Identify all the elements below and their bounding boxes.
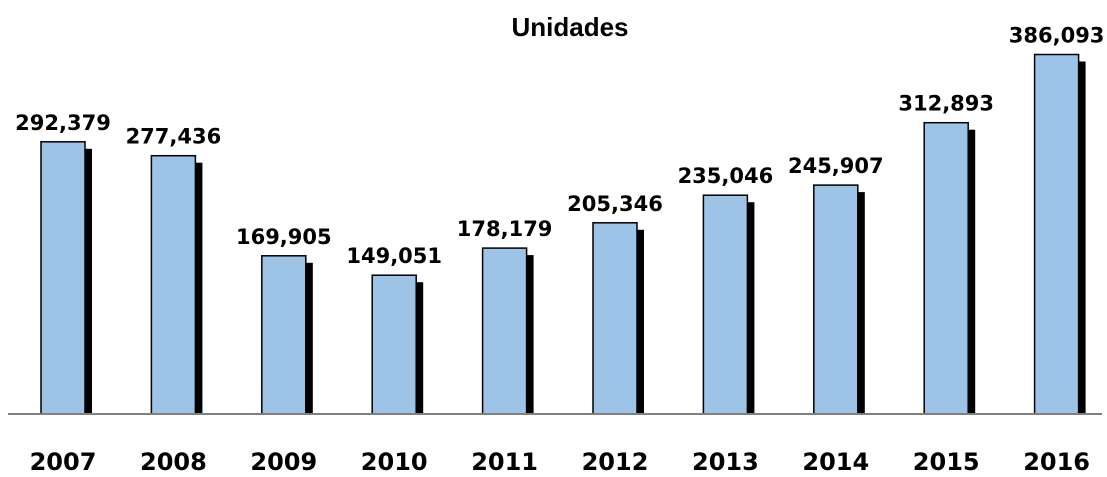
chart-title: Unidades bbox=[511, 12, 628, 42]
bar-2009 bbox=[261, 255, 307, 415]
x-tick-label-2010: 2010 bbox=[361, 448, 428, 476]
x-tick-label-2008: 2008 bbox=[140, 448, 207, 476]
bar-2011 bbox=[481, 247, 528, 415]
data-label-2009: 169,905 bbox=[236, 225, 332, 249]
x-tick-label-2007: 2007 bbox=[30, 448, 97, 476]
bar-2016 bbox=[1033, 53, 1080, 415]
bar-2010 bbox=[371, 274, 417, 415]
bar-2015 bbox=[923, 121, 969, 415]
data-label-2007: 292,379 bbox=[15, 111, 111, 135]
x-tick-label-2012: 2012 bbox=[582, 448, 649, 476]
x-tick-label-2011: 2011 bbox=[471, 448, 538, 476]
x-tick-labels-layer: 2007 2008 2009 2010 2011 2012 2013 2014 2015 2016 bbox=[30, 448, 1090, 476]
x-tick-label-2009: 2009 bbox=[250, 448, 317, 476]
data-label-2010: 149,051 bbox=[346, 244, 442, 268]
x-tick-label-2014: 2014 bbox=[802, 448, 869, 476]
data-label-2015: 312,893 bbox=[898, 92, 994, 116]
x-tick-label-2015: 2015 bbox=[913, 448, 980, 476]
data-label-2011: 178,179 bbox=[457, 217, 553, 241]
x-tick-label-2016: 2016 bbox=[1023, 448, 1090, 476]
bar-2012 bbox=[592, 222, 638, 415]
data-label-2016: 386,093 bbox=[1009, 24, 1105, 48]
x-tick-label-2013: 2013 bbox=[692, 448, 759, 476]
bar-2013 bbox=[702, 194, 749, 415]
data-label-2013: 235,046 bbox=[678, 164, 774, 188]
data-label-2014: 245,907 bbox=[788, 154, 884, 178]
data-labels-layer: 292,379 277,436 169,905 149,051 178,179 205,3… bbox=[15, 24, 1104, 269]
data-label-2008: 277,436 bbox=[126, 125, 222, 149]
bar-2008 bbox=[150, 154, 197, 415]
bar-2014 bbox=[813, 184, 859, 415]
bar-2007 bbox=[40, 141, 86, 415]
bars-layer bbox=[40, 53, 1086, 415]
data-label-2012: 205,346 bbox=[567, 192, 663, 216]
